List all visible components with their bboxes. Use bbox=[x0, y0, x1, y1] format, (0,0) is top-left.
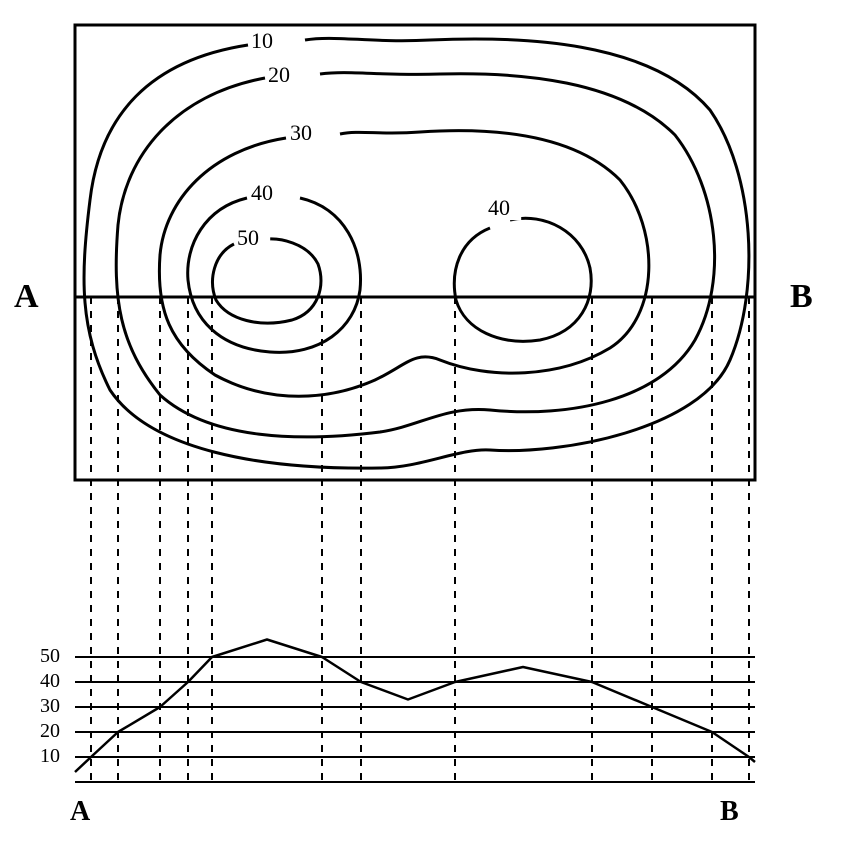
profile-axis-label-40: 40 bbox=[40, 670, 60, 693]
contour-label-40-right: 40 bbox=[488, 195, 510, 221]
profile-axis-label-30: 30 bbox=[40, 695, 60, 718]
profile-axis-label-50: 50 bbox=[40, 645, 60, 668]
contour-30 bbox=[159, 131, 649, 397]
contour-40-right bbox=[454, 218, 591, 341]
diagram-canvas bbox=[0, 0, 842, 866]
contour-label-50: 50 bbox=[237, 225, 259, 251]
profile-axis-label-10: 10 bbox=[40, 745, 60, 768]
profile-endpoint-b: B bbox=[720, 796, 739, 828]
profile-axis-label-20: 20 bbox=[40, 720, 60, 743]
contour-label-10: 10 bbox=[251, 28, 273, 54]
contour-20 bbox=[116, 73, 714, 437]
profile-endpoint-a: A bbox=[70, 796, 90, 828]
map-endpoint-b: B bbox=[790, 278, 813, 316]
contour-50 bbox=[213, 239, 321, 323]
map-endpoint-a: A bbox=[14, 278, 39, 316]
contour-label-20: 20 bbox=[268, 62, 290, 88]
contour-label-40: 40 bbox=[251, 180, 273, 206]
contour-label-30: 30 bbox=[290, 120, 312, 146]
